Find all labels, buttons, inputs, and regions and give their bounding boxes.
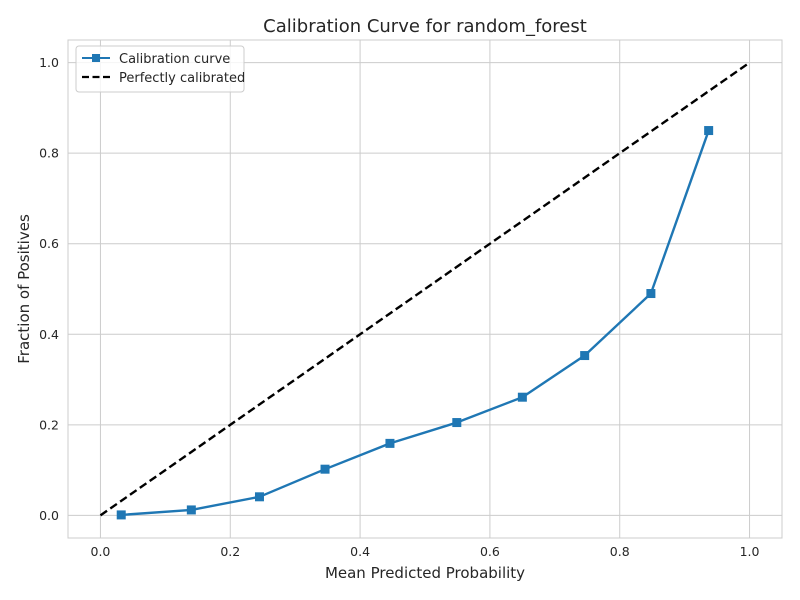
y-tick-label: 0.4 — [39, 327, 59, 342]
calibration-point — [580, 351, 590, 361]
calibration-point — [452, 418, 462, 428]
legend-box — [75, 45, 245, 93]
calibration-curve-line — [121, 130, 710, 517]
x-axis-label: Mean Predicted Probability — [325, 564, 525, 582]
x-tick-label: 0.2 — [220, 544, 240, 559]
y-tick-label: 0.6 — [39, 236, 59, 251]
grid — [68, 40, 782, 538]
x-tick-label: 1.0 — [740, 544, 760, 559]
x-tick-label: 0.8 — [610, 544, 630, 559]
x-tick-label: 0.0 — [91, 544, 111, 559]
y-tick-label: 1.0 — [39, 55, 59, 70]
x-tick-label: 0.6 — [480, 544, 500, 559]
calibration-point — [704, 126, 714, 136]
chart-title: Calibration Curve for random_forest — [263, 16, 587, 37]
x-tick-label: 0.4 — [350, 544, 370, 559]
y-tick-label: 0.0 — [39, 508, 59, 523]
legend: Calibration curve Perfectly calibrated — [75, 45, 245, 93]
tick-labels: 0.0 0.2 0.4 0.6 0.8 1.0 0.0 0.2 0.4 0.6 0.8 1.0 — [39, 55, 759, 559]
series-layer — [99, 61, 751, 520]
calibration-point — [186, 505, 196, 515]
y-tick-label: 0.2 — [39, 417, 59, 432]
calibration-point — [646, 289, 656, 299]
calibration-point — [320, 464, 330, 474]
calibration-point — [385, 438, 395, 448]
y-axis-label: Fraction of Positives — [15, 214, 33, 364]
plot-frame — [67, 39, 783, 539]
calibration-point — [254, 492, 264, 502]
legend-label-perfect: Perfectly calibrated — [119, 71, 245, 86]
legend-marker-calibration — [92, 54, 100, 62]
y-tick-label: 0.8 — [39, 146, 59, 161]
legend-label-calibration: Calibration curve — [119, 52, 230, 67]
calibration-point — [517, 392, 527, 402]
calibration-point — [116, 510, 126, 520]
